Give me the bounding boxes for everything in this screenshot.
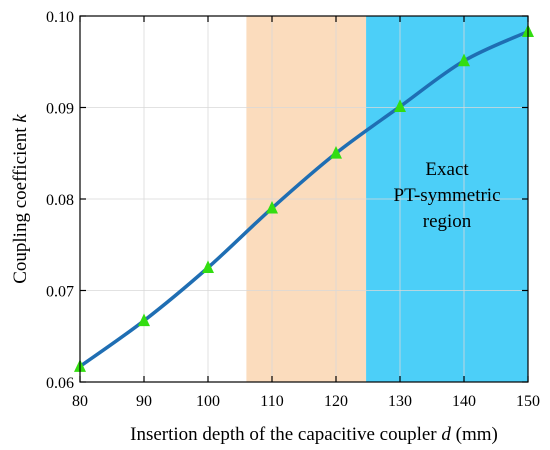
region-label-line: PT-symmetric [394, 185, 501, 206]
x-tick-label: 140 [452, 393, 476, 410]
x-tick-label: 80 [72, 393, 88, 410]
x-axis-label-variable: d [441, 424, 451, 445]
data-point-marker [394, 99, 406, 112]
y-axis-label-text: Coupling coefficient [10, 127, 31, 284]
grid [80, 16, 528, 382]
y-axis-label: Coupling coefficient k [10, 114, 31, 284]
x-tick-label: 100 [196, 393, 220, 410]
y-tick-label: 0.09 [46, 101, 74, 118]
x-axis-label-unit: (mm) [456, 424, 498, 445]
region-label-line: region [423, 211, 472, 232]
data-point-marker [330, 146, 342, 159]
axis-ticks: 80 90 100 110 120 130 140 150 0.06 0.07 0.08 0.09 0.… [46, 9, 540, 410]
x-tick-label: 150 [516, 393, 540, 410]
y-tick-label: 0.06 [46, 375, 74, 392]
region-label-line: Exact [425, 159, 469, 180]
region-annotation: Exact PT-symmetric region [394, 159, 501, 232]
series-line [78, 29, 530, 369]
x-tick-label: 110 [260, 393, 283, 410]
data-point-marker [202, 260, 214, 274]
x-tick-label: 90 [136, 393, 152, 410]
x-tick-label: 130 [388, 393, 412, 410]
y-tick-label: 0.08 [46, 192, 74, 209]
y-tick-label: 0.10 [46, 9, 74, 26]
data-series [74, 24, 534, 372]
data-point-marker [266, 200, 278, 214]
x-axis-label-text: Insertion depth of the capacitive couple… [130, 424, 437, 445]
data-point-marker [458, 53, 470, 67]
y-axis-label-variable: k [10, 114, 31, 123]
x-axis-label: Insertion depth of the capacitive couple… [130, 424, 498, 445]
x-tick-label: 120 [324, 393, 348, 410]
data-point-marker [138, 313, 150, 327]
y-tick-label: 0.07 [46, 284, 74, 301]
